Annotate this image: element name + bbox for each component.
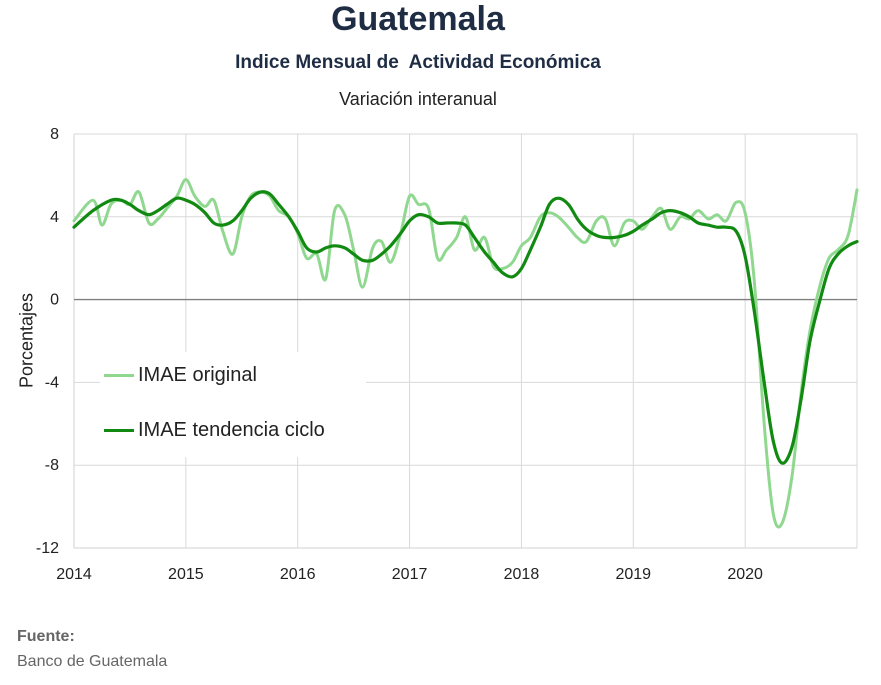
x-tick-label: 2015 — [168, 566, 204, 583]
series-line-imae-tendencia-ciclo — [72, 190, 859, 465]
y-tick-label: -12 — [36, 540, 59, 557]
legend-label-trend: IMAE tendencia ciclo — [138, 418, 325, 441]
x-tick-label: 2014 — [56, 566, 92, 583]
y-tick-label: 0 — [50, 292, 59, 309]
chart-lines — [72, 178, 859, 529]
y-tick-label: 8 — [50, 126, 59, 143]
chart-grid — [73, 133, 858, 549]
source-text: Banco de Guatemala — [17, 653, 168, 670]
y-tick-label: -8 — [45, 457, 59, 474]
legend-item-trend: IMAE tendencia ciclo — [104, 415, 325, 445]
y-axis-ticks: 8 4 0 -4 -8 -12 — [36, 126, 59, 557]
x-tick-label: 2020 — [727, 566, 763, 583]
legend-label-original: IMAE original — [138, 363, 257, 386]
page-title: Guatemala — [331, 0, 505, 38]
x-tick-label: 2018 — [504, 566, 540, 583]
legend-swatch-original — [104, 373, 134, 377]
legend-swatch-trend — [104, 428, 134, 432]
x-tick-label: 2019 — [615, 566, 651, 583]
y-tick-label: 4 — [50, 209, 59, 226]
chart-subtitle-secondary: Variación interanual — [339, 89, 497, 109]
y-tick-label: -4 — [45, 374, 59, 391]
x-tick-label: 2017 — [392, 566, 428, 583]
x-axis-ticks: 2014 2015 2016 2017 2018 2019 2020 — [56, 566, 763, 583]
source-note: Fuente: Banco de Guatemala — [17, 624, 167, 674]
x-tick-label: 2016 — [280, 566, 316, 583]
chart-subtitle: Indice Mensual de Actividad Económica — [235, 52, 601, 73]
series-line-imae-original — [72, 178, 859, 529]
source-label: Fuente: — [17, 628, 75, 645]
chart-legend: IMAE original IMAE tendencia ciclo — [100, 352, 366, 457]
legend-item-original: IMAE original — [104, 360, 257, 390]
